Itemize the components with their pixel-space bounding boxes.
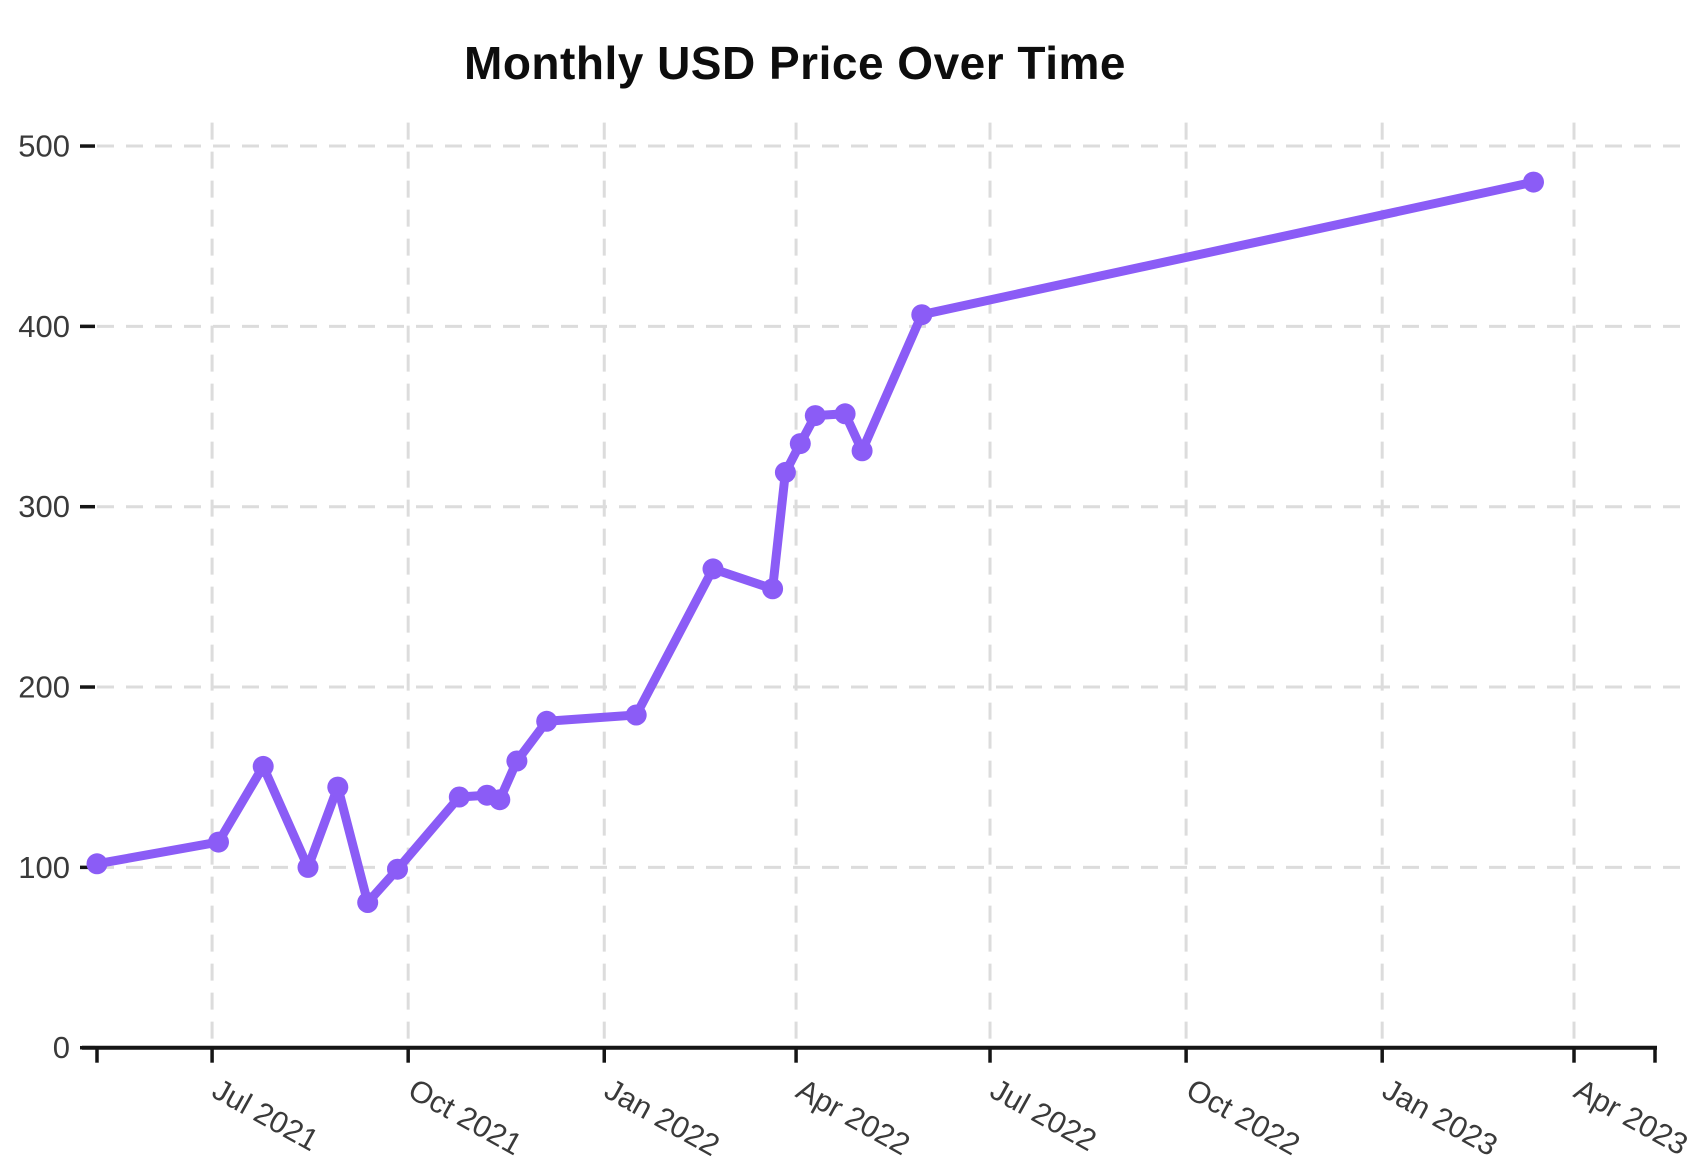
x-axis-tick-label: Jul 2022 bbox=[985, 1072, 1102, 1158]
data-point-marker[interactable] bbox=[208, 831, 229, 853]
data-point-marker[interactable] bbox=[297, 856, 319, 878]
y-axis-tick-label: 500 bbox=[18, 129, 70, 164]
data-point-marker[interactable] bbox=[804, 405, 826, 427]
price-line bbox=[92, 177, 1538, 907]
data-point-marker[interactable] bbox=[387, 858, 408, 880]
y-axis-tick-label: 400 bbox=[18, 309, 70, 344]
data-point-marker[interactable] bbox=[789, 433, 811, 455]
data-point-marker[interactable] bbox=[911, 304, 933, 326]
data-point-marker[interactable] bbox=[86, 853, 108, 875]
y-axis-tick-label: 0 bbox=[53, 1030, 70, 1065]
x-axis-tick-label: Apr 2023 bbox=[1569, 1072, 1694, 1162]
data-point-marker[interactable] bbox=[536, 710, 558, 732]
x-axis-tick-label: Jan 2022 bbox=[599, 1072, 725, 1163]
data-point-marker[interactable] bbox=[448, 786, 470, 808]
data-point-marker[interactable] bbox=[774, 461, 796, 483]
x-axis-tick-label: Oct 2021 bbox=[403, 1072, 528, 1162]
data-point-marker[interactable] bbox=[762, 578, 784, 600]
y-axis-tick-label: 300 bbox=[18, 489, 70, 524]
data-point-marker[interactable] bbox=[834, 403, 856, 425]
chart-title: Monthly USD Price Over Time bbox=[464, 37, 1126, 89]
x-axis-tick-label: Apr 2022 bbox=[791, 1072, 916, 1162]
data-point-marker[interactable] bbox=[1523, 171, 1544, 193]
data-point-marker[interactable] bbox=[851, 440, 873, 462]
x-axis-tick-label: Oct 2022 bbox=[1181, 1072, 1306, 1162]
y-axis-tick-label: 200 bbox=[18, 670, 70, 705]
data-point-marker[interactable] bbox=[357, 892, 379, 913]
x-axis-tick-label: Jul 2021 bbox=[207, 1072, 324, 1158]
data-point-marker[interactable] bbox=[327, 776, 349, 798]
x-axis-tick-label: Jan 2023 bbox=[1377, 1072, 1503, 1163]
data-point-marker[interactable] bbox=[625, 704, 647, 726]
data-point-marker[interactable] bbox=[702, 558, 724, 580]
data-point-marker[interactable] bbox=[252, 755, 274, 777]
data-point-marker[interactable] bbox=[506, 750, 528, 772]
data-point-marker[interactable] bbox=[489, 789, 511, 811]
y-axis-tick-label: 100 bbox=[18, 850, 70, 885]
